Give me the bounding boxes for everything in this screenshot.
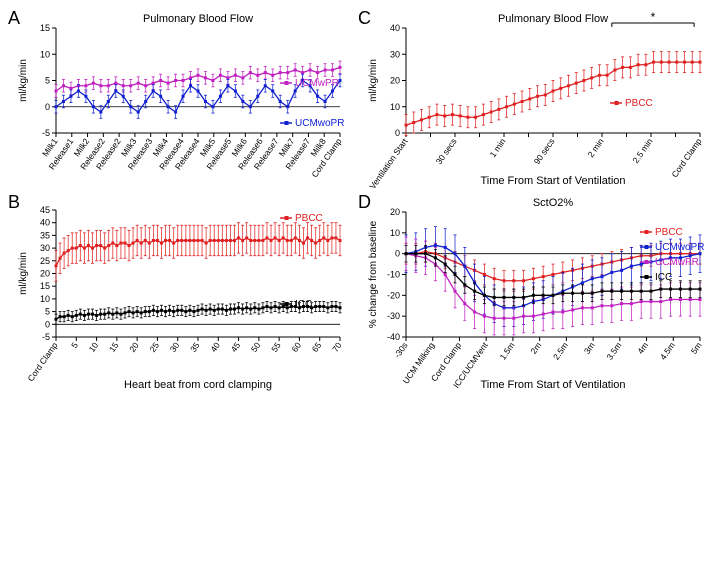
panel-d: D SctO2% -40 -30 -20 -10 0 10 20 % change from b… [358,192,708,566]
svg-text:Pulmonary Blood Flow: Pulmonary Blood Flow [143,13,253,25]
svg-text:4.5m: 4.5m [658,340,677,361]
svg-text:-30s: -30s [392,340,410,359]
svg-text:30: 30 [390,49,400,59]
svg-text:-30: -30 [387,311,400,321]
svg-text:UCMwoPR: UCMwoPR [655,242,704,253]
svg-text:40: 40 [390,23,400,33]
svg-text:65: 65 [310,340,324,354]
svg-text:5: 5 [45,307,50,317]
svg-text:Ventilation Start: Ventilation Start [367,136,410,188]
svg-text:UCMwPR: UCMwPR [655,257,699,268]
svg-text:ICC: ICC [295,299,312,310]
svg-text:20: 20 [40,269,50,279]
svg-text:30: 30 [40,243,50,253]
svg-text:UCMwPR: UCMwPR [295,78,339,89]
svg-text:% change from baseline: % change from baseline [368,220,379,328]
svg-text:40: 40 [208,340,222,354]
svg-text:40: 40 [40,218,50,228]
svg-text:1 min: 1 min [488,136,508,159]
svg-text:5: 5 [45,76,50,86]
svg-text:25: 25 [40,256,50,266]
svg-text:15: 15 [40,23,50,33]
svg-text:0: 0 [395,249,400,259]
svg-text:ml/kg/min: ml/kg/min [18,252,29,295]
svg-text:45: 45 [229,340,243,354]
label-d: D [358,192,371,213]
svg-text:ICC: ICC [655,272,672,283]
svg-text:35: 35 [188,340,202,354]
svg-text:PBCC: PBCC [655,227,683,238]
svg-text:*: * [651,10,656,24]
label-b: B [8,192,20,213]
svg-text:45: 45 [40,205,50,215]
svg-text:20: 20 [390,207,400,217]
svg-text:ml/kg/min: ml/kg/min [18,59,29,102]
svg-text:3m: 3m [582,340,597,355]
svg-text:0: 0 [395,128,400,138]
panel-c: C Pulmonary Blood Flow 0 10 20 30 40 ml/kg/min… [358,8,708,188]
svg-text:SctO2%: SctO2% [533,197,574,209]
svg-text:-20: -20 [387,290,400,300]
svg-text:1.5m: 1.5m [498,340,517,361]
svg-text:60: 60 [289,340,303,354]
svg-text:4m: 4m [635,340,650,355]
svg-text:30: 30 [168,340,182,354]
svg-text:10: 10 [390,228,400,238]
svg-text:0: 0 [45,102,50,112]
svg-text:90 secs: 90 secs [532,136,557,166]
svg-text:Cord Clamp: Cord Clamp [25,340,59,383]
svg-text:2.5 min: 2.5 min [630,136,654,165]
label-c: C [358,8,371,29]
svg-text:-40: -40 [387,332,400,342]
svg-text:55: 55 [269,340,283,354]
svg-text:35: 35 [40,230,50,240]
svg-text:Time From Start of Ventilation: Time From Start of Ventilation [480,379,625,391]
svg-text:3.5m: 3.5m [604,340,623,361]
svg-text:10: 10 [40,294,50,304]
svg-text:10: 10 [87,340,101,354]
svg-text:-5: -5 [42,332,50,342]
svg-text:UCMwoPR: UCMwoPR [295,118,344,129]
panel-a: A Pulmonary Blood Flow-5051015ml/kg/minM… [8,8,348,188]
svg-text:-10: -10 [387,270,400,280]
svg-text:15: 15 [40,281,50,291]
svg-text:2 min: 2 min [586,136,606,159]
svg-text:ml/kg/min: ml/kg/min [368,59,379,102]
svg-text:10: 10 [390,102,400,112]
svg-text:25: 25 [147,340,161,354]
svg-text:20: 20 [390,76,400,86]
svg-text:-5: -5 [42,128,50,138]
svg-text:0: 0 [45,319,50,329]
svg-text:5: 5 [69,340,80,350]
svg-text:15: 15 [107,340,121,354]
svg-text:70: 70 [330,340,344,354]
label-a: A [8,8,20,29]
svg-text:10: 10 [40,49,50,59]
svg-text:50: 50 [249,340,263,354]
panel-b: B -5 0 5 10 15 20 25 30 35 40 45 ml/kg/min Cord Clam… [8,192,348,566]
svg-text:Pulmonary Blood Flow: Pulmonary Blood Flow [498,13,608,25]
svg-text:PBCC: PBCC [625,98,653,109]
svg-text:Cord Clamp: Cord Clamp [669,136,703,179]
svg-text:20: 20 [127,340,141,354]
chart-grid: A Pulmonary Blood Flow-5051015ml/kg/minM… [8,8,700,566]
svg-text:Heart beat from cord clamping: Heart beat from cord clamping [124,379,272,391]
svg-text:5m: 5m [689,340,704,355]
svg-text:2.5m: 2.5m [551,340,570,361]
svg-text:Time From Start of Ventilation: Time From Start of Ventilation [480,175,625,187]
svg-text:2m: 2m [528,340,543,355]
svg-text:30 secs: 30 secs [434,136,459,166]
svg-text:PBCC: PBCC [295,213,323,224]
